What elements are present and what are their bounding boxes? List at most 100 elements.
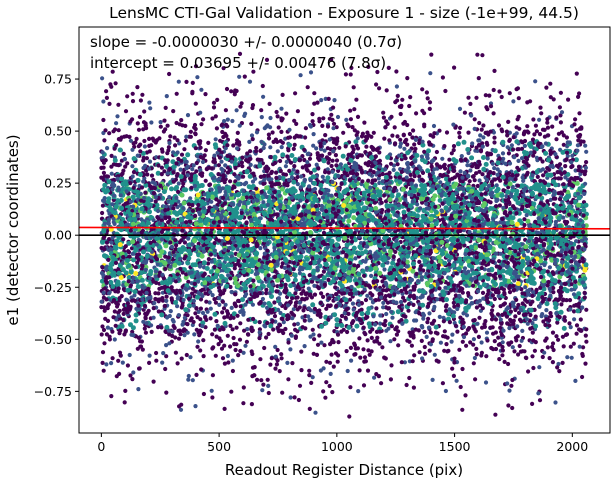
data-point bbox=[444, 243, 450, 248]
data-point bbox=[574, 71, 579, 76]
data-point bbox=[545, 345, 550, 350]
data-point bbox=[110, 356, 115, 361]
data-point bbox=[323, 96, 328, 101]
data-point bbox=[369, 273, 374, 278]
data-point bbox=[201, 338, 206, 343]
data-point bbox=[302, 318, 307, 323]
data-point bbox=[193, 64, 199, 69]
data-point bbox=[414, 111, 419, 116]
data-point bbox=[360, 258, 366, 264]
data-point bbox=[309, 380, 314, 385]
data-point bbox=[407, 339, 412, 344]
data-point bbox=[429, 259, 434, 265]
data-point bbox=[544, 308, 549, 313]
data-point bbox=[167, 341, 172, 346]
data-point bbox=[492, 339, 497, 344]
data-point bbox=[249, 133, 255, 138]
data-point bbox=[303, 126, 308, 131]
data-point bbox=[547, 265, 553, 270]
data-point bbox=[509, 143, 514, 148]
scatter-points bbox=[99, 51, 589, 419]
data-point bbox=[330, 158, 335, 163]
data-point bbox=[156, 291, 161, 296]
data-point bbox=[300, 296, 305, 301]
data-point bbox=[347, 414, 352, 419]
data-point bbox=[324, 380, 329, 385]
data-point bbox=[180, 123, 185, 128]
data-point bbox=[312, 309, 317, 315]
data-point bbox=[116, 128, 121, 133]
data-point bbox=[210, 116, 215, 121]
data-point bbox=[319, 98, 324, 103]
data-point bbox=[260, 296, 265, 302]
data-point bbox=[557, 369, 562, 374]
data-point bbox=[525, 261, 530, 266]
data-point bbox=[401, 313, 406, 318]
data-point bbox=[143, 182, 149, 188]
data-point bbox=[230, 368, 235, 374]
data-point bbox=[406, 308, 411, 313]
data-point bbox=[460, 290, 465, 295]
data-point bbox=[125, 94, 130, 99]
data-point bbox=[536, 391, 541, 396]
data-point bbox=[305, 85, 310, 90]
data-point bbox=[157, 253, 163, 259]
data-point bbox=[245, 200, 251, 206]
data-point bbox=[354, 143, 359, 148]
data-point bbox=[415, 202, 420, 207]
data-point bbox=[213, 163, 218, 168]
data-point bbox=[366, 321, 372, 327]
data-point bbox=[576, 138, 581, 143]
data-point bbox=[126, 240, 132, 246]
data-point bbox=[571, 309, 577, 314]
data-point bbox=[257, 320, 262, 325]
data-point bbox=[268, 115, 273, 121]
data-point bbox=[171, 323, 176, 329]
data-point bbox=[548, 81, 553, 86]
data-point bbox=[295, 321, 300, 326]
data-point bbox=[539, 212, 545, 218]
data-point bbox=[351, 85, 356, 90]
data-point bbox=[194, 372, 199, 377]
data-point bbox=[194, 327, 199, 332]
data-point bbox=[380, 345, 385, 350]
data-point bbox=[248, 149, 253, 154]
data-point bbox=[474, 352, 479, 357]
data-point bbox=[487, 93, 492, 98]
data-point bbox=[200, 310, 206, 315]
data-point bbox=[327, 151, 332, 156]
data-point bbox=[175, 150, 180, 155]
data-point bbox=[130, 91, 135, 96]
data-point bbox=[187, 134, 192, 139]
data-point bbox=[294, 121, 299, 126]
data-point bbox=[494, 183, 499, 188]
data-point bbox=[266, 331, 271, 337]
data-point bbox=[544, 85, 549, 90]
data-point bbox=[131, 370, 136, 375]
data-point bbox=[314, 146, 319, 151]
data-point bbox=[134, 306, 139, 311]
data-point bbox=[306, 151, 311, 156]
data-point bbox=[143, 163, 148, 168]
data-point bbox=[247, 79, 253, 84]
data-point bbox=[354, 97, 359, 102]
data-point bbox=[452, 304, 457, 309]
data-point bbox=[580, 374, 585, 380]
data-point bbox=[147, 209, 152, 215]
data-point bbox=[121, 151, 126, 156]
data-point bbox=[516, 352, 521, 357]
data-point bbox=[190, 378, 195, 383]
data-point bbox=[384, 88, 389, 93]
data-point bbox=[151, 306, 156, 311]
data-point bbox=[262, 126, 267, 131]
data-point bbox=[512, 155, 517, 160]
data-point bbox=[424, 334, 429, 339]
data-point bbox=[174, 91, 179, 96]
data-point bbox=[538, 275, 544, 280]
data-point bbox=[346, 218, 352, 224]
data-point bbox=[492, 135, 497, 140]
data-point bbox=[218, 138, 223, 143]
data-point bbox=[249, 402, 254, 407]
data-point bbox=[214, 126, 219, 131]
